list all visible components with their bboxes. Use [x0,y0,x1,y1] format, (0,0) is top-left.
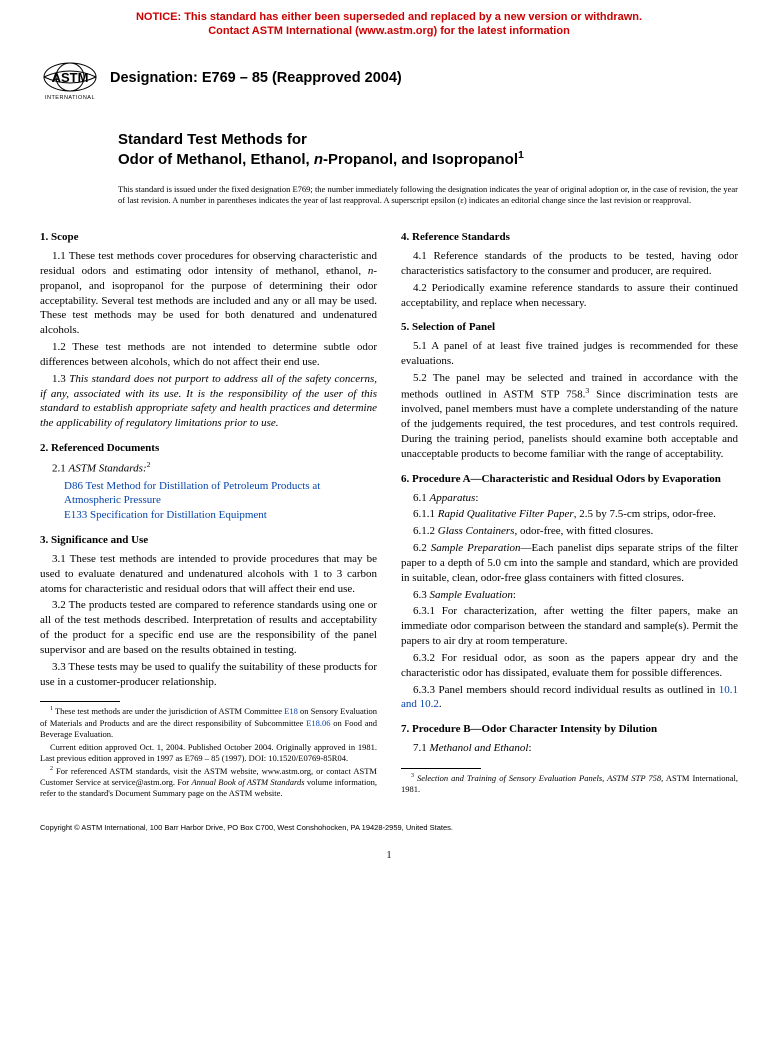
left-column: 1. Scope 1.1 These test methods cover pr… [40,220,377,801]
title-main: Odor of Methanol, Ethanol, n-Propanol, a… [118,149,738,170]
para-1-3: 1.3 This standard does not purport to ad… [40,372,377,431]
footnote-2: 2 For referenced ASTM standards, visit t… [40,766,377,799]
notice-line-2: Contact ASTM International (www.astm.org… [208,25,570,37]
svg-text:ASTM: ASTM [52,70,89,85]
title-prefix: Standard Test Methods for [118,131,738,150]
issuance-note: This standard is issued under the fixed … [0,176,778,220]
section-3-head: 3. Significance and Use [40,533,377,548]
ref-d86[interactable]: D86 Test Method for Distillation of Petr… [52,479,377,509]
para-3-2: 3.2 The products tested are compared to … [40,598,377,657]
designation: Designation: E769 – 85 (Reapproved 2004) [110,69,402,89]
title-block: Standard Test Methods for Odor of Methan… [0,111,778,177]
para-1-1: 1.1 These test methods cover procedures … [40,249,377,338]
section-5-head: 5. Selection of Panel [401,320,738,335]
para-6-2: 6.2 Sample Preparation—Each panelist dip… [401,541,738,586]
footnote-1: 1 These test methods are under the juris… [40,706,377,739]
para-6-1-2: 6.1.2 Glass Containers, odor-free, with … [401,524,738,539]
para-3-1: 3.1 These test methods are intended to p… [40,552,377,597]
notice-line-1: NOTICE: This standard has either been su… [136,11,642,23]
section-1-head: 1. Scope [40,230,377,245]
footnote-1b: Current edition approved Oct. 1, 2004. P… [40,742,377,764]
right-column: 4. Reference Standards 4.1 Reference sta… [401,220,738,801]
columns: 1. Scope 1.1 These test methods cover pr… [0,220,778,801]
footnote-3: 3 Selection and Training of Sensory Eval… [401,773,738,795]
para-5-2: 5.2 The panel may be selected and traine… [401,371,738,462]
page-number: 1 [0,839,778,879]
svg-text:INTERNATIONAL: INTERNATIONAL [45,95,95,101]
footnote-rule-left [40,701,120,702]
para-3-3: 3.3 These tests may be used to qualify t… [40,660,377,690]
astm-logo: ASTM INTERNATIONAL [40,55,100,103]
para-5-1: 5.1 A panel of at least five trained jud… [401,339,738,369]
copyright: Copyright © ASTM International, 100 Barr… [0,801,778,839]
para-4-1: 4.1 Reference standards of the products … [401,249,738,279]
para-6-3-1: 6.3.1 For characterization, after wettin… [401,604,738,649]
para-6-1: 6.1 Apparatus: [401,491,738,506]
ref-e133[interactable]: E133 Specification for Distillation Equi… [52,508,377,523]
footnote-rule-right [401,768,481,769]
para-4-2: 4.2 Periodically examine reference stand… [401,281,738,311]
section-7-head: 7. Procedure B—Odor Character Intensity … [401,722,738,737]
para-6-3: 6.3 Sample Evaluation: [401,588,738,603]
para-2-1: 2.1 ASTM Standards:2 [40,460,377,477]
notice-banner: NOTICE: This standard has either been su… [0,0,778,43]
section-4-head: 4. Reference Standards [401,230,738,245]
para-1-2: 1.2 These test methods are not intended … [40,340,377,370]
para-6-1-1: 6.1.1 Rapid Qualitative Filter Paper, 2.… [401,507,738,522]
section-2-head: 2. Referenced Documents [40,441,377,456]
para-6-3-2: 6.3.2 For residual odor, as soon as the … [401,651,738,681]
para-7-1: 7.1 Methanol and Ethanol: [401,741,738,756]
section-6-head: 6. Procedure A—Characteristic and Residu… [401,472,738,487]
header-row: ASTM INTERNATIONAL Designation: E769 – 8… [0,43,778,111]
para-6-3-3: 6.3.3 Panel members should record indivi… [401,683,738,713]
